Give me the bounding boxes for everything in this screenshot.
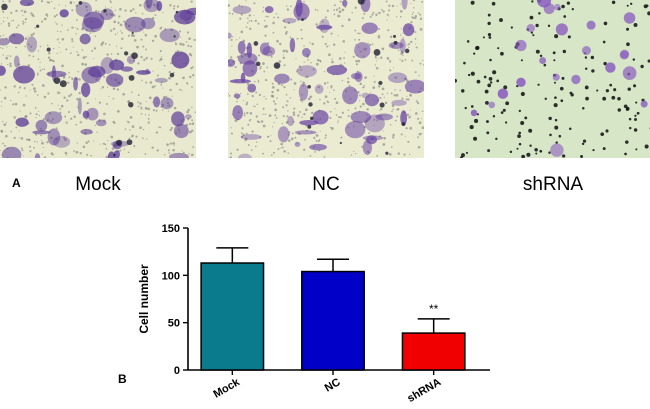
bar-chart: 0 50 100 150 Cell number Mock NC shRNA **: [137, 223, 490, 405]
y-tick-label: 0: [174, 365, 180, 377]
micrograph-nc-svg: [228, 0, 424, 158]
y-tick-label: 150: [162, 223, 180, 235]
bar-nc: [301, 270, 365, 371]
micrograph-shrna: [455, 0, 650, 158]
micrograph-texture: [455, 0, 650, 158]
y-tick-label: 50: [168, 318, 180, 330]
micrograph-mock: [0, 0, 196, 158]
bar-mock: [200, 262, 265, 371]
x-tick-label-mock: Mock: [211, 376, 242, 401]
bar-shrna: [401, 332, 466, 371]
micrograph-texture: [0, 0, 196, 158]
y-axis-label: Cell number: [137, 264, 151, 334]
significance-annotation: **: [429, 302, 439, 316]
micrograph-shrna-svg: [455, 0, 650, 158]
panel-b-letter: B: [118, 372, 127, 386]
micrograph-mock-svg: [0, 0, 196, 158]
panel-a-letter: A: [12, 176, 21, 190]
x-tick-label-shrna: shRNA: [405, 376, 443, 405]
x-tick-label-nc: NC: [323, 376, 343, 394]
condition-label-mock: Mock: [75, 174, 121, 195]
condition-label-shrna: shRNA: [522, 174, 584, 195]
y-tick-label: 100: [162, 270, 180, 282]
micrograph-texture: [228, 0, 424, 158]
micrograph-background: [455, 0, 650, 158]
condition-label-nc: NC: [312, 174, 340, 195]
micrograph-nc: [228, 0, 424, 158]
